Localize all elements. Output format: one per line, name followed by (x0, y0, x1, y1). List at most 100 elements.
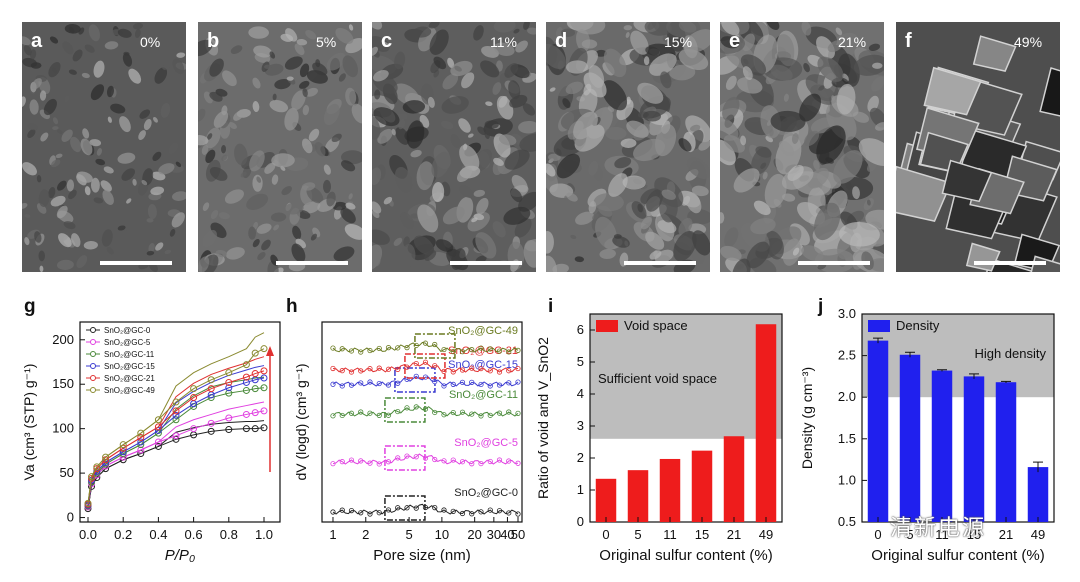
pore-point (432, 409, 438, 416)
pore-point (432, 456, 438, 463)
pore-point (330, 365, 336, 372)
x-tick-label: 5 (906, 527, 913, 542)
bar (595, 478, 617, 522)
y-tick-label: 1 (577, 482, 584, 497)
bar (1027, 467, 1049, 522)
y-tick-label: 1.5 (838, 431, 856, 446)
sem-panel-label: d (555, 30, 568, 52)
scale-bar (624, 261, 696, 265)
pore-point (404, 405, 410, 411)
pore-point (330, 461, 336, 467)
pore-point (459, 459, 466, 465)
highlight-box (404, 353, 446, 379)
pore-point (515, 460, 521, 466)
scale-bar (100, 261, 172, 265)
pore-point (469, 461, 475, 467)
pore-point (487, 412, 493, 418)
x-tick-label: 1 (329, 527, 336, 542)
series-label: SnO₂@GC-11 (449, 389, 518, 401)
bar (931, 370, 953, 522)
isotherm-point (154, 416, 162, 424)
pore-point (496, 348, 503, 354)
sulfur-percent-label: 15% (664, 34, 693, 50)
legend-entry: SnO₂@GC-21 (104, 374, 155, 383)
pore-point (459, 510, 466, 517)
pore-point (515, 511, 521, 517)
x-tick-label: 0.0 (79, 527, 97, 542)
highlight-box (414, 333, 456, 359)
pore-point (348, 508, 355, 514)
highlight-box (384, 445, 426, 471)
y-tick-label: 4 (577, 386, 584, 401)
bar (899, 354, 921, 522)
pore-point (395, 505, 401, 511)
pore-point (422, 374, 429, 380)
panel-label: j (817, 296, 823, 317)
isotherm-point (154, 438, 162, 446)
isotherm-point (225, 414, 233, 422)
pore-point (413, 505, 419, 511)
pore-point (496, 369, 503, 375)
isotherm-line (87, 427, 265, 509)
pore-point (330, 381, 336, 387)
pore-point (506, 409, 512, 415)
isotherm-line (87, 348, 265, 504)
highlight-box (384, 397, 426, 423)
y-tick-label: 50 (60, 465, 74, 480)
legend-marker (90, 351, 96, 357)
pore-point (339, 412, 345, 419)
legend-marker (90, 339, 96, 345)
isotherm-point (172, 407, 180, 415)
pore-point (487, 507, 493, 513)
isotherm-point (251, 370, 259, 378)
y-tick-label: 5 (577, 354, 584, 369)
pore-point (515, 410, 521, 416)
pore-point (376, 380, 382, 387)
panel-label: i (548, 296, 553, 317)
legend-marker (90, 363, 96, 369)
pore-point (450, 369, 456, 375)
pore-point (385, 366, 392, 372)
series-label: SnO₂@GC-0 (454, 487, 518, 499)
x-tick-label: 15 (967, 527, 981, 542)
pore-point (487, 458, 493, 465)
isotherm-point (137, 446, 145, 454)
pore-point (358, 510, 364, 516)
sem-image-d (546, 22, 710, 272)
highlight-box (394, 367, 436, 393)
isotherm-point (172, 398, 180, 406)
isotherm-point (207, 419, 215, 427)
y-tick-label: 1.0 (838, 472, 856, 487)
bar (995, 382, 1017, 522)
bar (627, 470, 649, 522)
y-tick-label: 2 (577, 450, 584, 465)
pore-point (459, 367, 466, 373)
pore-point (487, 368, 493, 374)
pore-point (441, 383, 447, 389)
pore-point (459, 379, 466, 385)
trend-arrowhead (266, 346, 274, 356)
x-tick-label: 20 (467, 527, 481, 542)
sem-image-e (720, 22, 884, 272)
pore-point (330, 413, 336, 419)
legend-entry: SnO₂@GC-11 (104, 350, 155, 359)
y-axis-label: Density (g cm⁻³) (799, 367, 815, 469)
x-tick-label: 30 (487, 527, 501, 542)
pore-point (330, 345, 336, 351)
pore-point (367, 379, 373, 385)
legend-swatch (596, 320, 618, 332)
pore-point (395, 345, 401, 351)
pore-point (348, 369, 355, 375)
isotherm-point (172, 416, 180, 424)
isotherm-point (242, 373, 250, 381)
x-tick-label: 21 (999, 527, 1013, 542)
isotherm-point (225, 426, 233, 434)
pore-point (404, 364, 410, 370)
series-label: SnO₂@GC-15 (448, 359, 518, 371)
legend-entry: Void space (624, 318, 688, 333)
pore-point (348, 410, 355, 416)
x-tick-label: 0.4 (149, 527, 167, 542)
plot-frame (321, 321, 523, 523)
pore-distribution-line (332, 341, 519, 353)
